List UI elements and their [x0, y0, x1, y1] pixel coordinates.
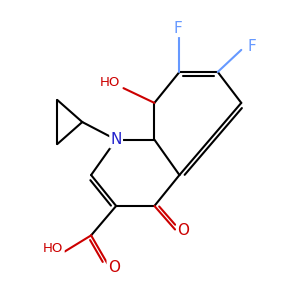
Text: F: F: [174, 21, 182, 36]
Text: F: F: [247, 39, 256, 54]
Text: HO: HO: [43, 242, 64, 254]
Text: O: O: [108, 260, 120, 275]
Text: N: N: [110, 132, 122, 147]
Text: O: O: [177, 224, 189, 238]
Text: HO: HO: [100, 76, 120, 89]
